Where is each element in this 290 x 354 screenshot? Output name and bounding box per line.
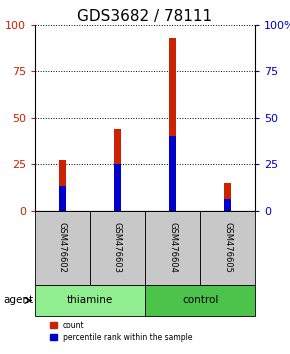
Bar	[200, 211, 255, 285]
Bar	[114, 164, 121, 211]
Bar	[35, 211, 90, 285]
Text: GSM476603: GSM476603	[113, 222, 122, 273]
Text: control: control	[182, 296, 218, 306]
Text: GSM476604: GSM476604	[168, 222, 177, 273]
Bar	[59, 187, 66, 211]
Text: GSM476605: GSM476605	[223, 222, 232, 273]
Bar	[145, 285, 255, 316]
Bar	[114, 129, 121, 211]
Bar	[169, 38, 176, 211]
Bar	[145, 211, 200, 285]
Text: agent: agent	[3, 296, 34, 306]
Title: GDS3682 / 78111: GDS3682 / 78111	[77, 8, 213, 24]
Bar	[224, 199, 231, 211]
Bar	[35, 285, 145, 316]
Bar	[169, 136, 176, 211]
Bar	[59, 160, 66, 211]
Bar	[224, 183, 231, 211]
Text: GSM476602: GSM476602	[58, 222, 67, 273]
Text: thiamine: thiamine	[67, 296, 113, 306]
Legend: count, percentile rank within the sample: count, percentile rank within the sample	[50, 321, 192, 342]
Bar	[90, 211, 145, 285]
